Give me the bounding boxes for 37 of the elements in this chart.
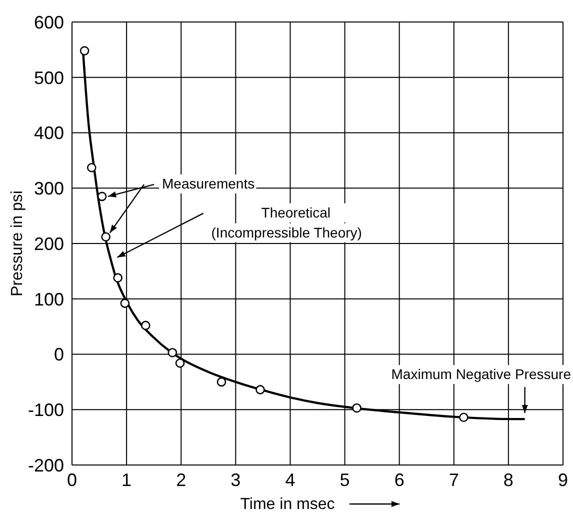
- point: [175, 358, 185, 368]
- point: [80, 46, 90, 56]
- point: [113, 273, 122, 282]
- point: [141, 320, 150, 330]
- y-tick-label: 0: [54, 344, 64, 365]
- annotation: Theoretical (Incompressible Theory): [211, 204, 362, 240]
- point: [120, 298, 130, 308]
- x-tick-label: 0: [66, 470, 78, 490]
- x-tick-label: 9: [558, 470, 568, 490]
- y-tick-label: 400: [34, 123, 64, 144]
- point: [352, 403, 362, 413]
- point: [459, 412, 468, 422]
- point: [86, 162, 96, 172]
- annotation: Maximum Negative Pressure: [391, 366, 572, 382]
- y-tick-label: 600: [34, 12, 64, 32]
- point: [97, 192, 107, 202]
- y-tick-label: 500: [34, 68, 64, 88]
- annotation: Measurements: [162, 175, 255, 192]
- y-tick-label: -100: [28, 400, 64, 420]
- point: [256, 385, 265, 394]
- y-tick-label: 100: [34, 289, 64, 310]
- x-axis-title: Time in msec: [240, 496, 335, 513]
- x-tick-label: 8: [503, 470, 514, 490]
- y-axis-title: Pressure in psi: [9, 190, 26, 296]
- x-tick-label: 1: [122, 470, 132, 490]
- y-tick-label: 300: [34, 178, 64, 199]
- x-tick-label: 3: [230, 470, 241, 490]
- point: [216, 377, 226, 387]
- x-tick-label: 5: [340, 470, 350, 490]
- x-tick-label: 6: [394, 470, 404, 490]
- y-tick-label: -200: [28, 455, 64, 476]
- point: [101, 232, 110, 242]
- x-tick-label: 7: [448, 470, 459, 490]
- y-tick-label: 200: [34, 234, 64, 254]
- point: [168, 348, 178, 358]
- x-tick-label: 4: [285, 470, 296, 490]
- x-tick-label: 2: [176, 470, 186, 490]
